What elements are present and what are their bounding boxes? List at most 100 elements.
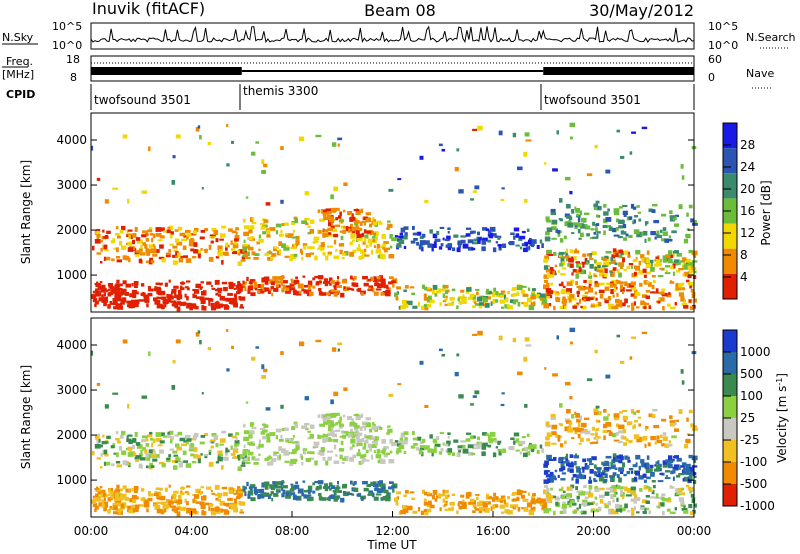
- power-cell: [656, 234, 663, 239]
- velocity-cell: [379, 480, 383, 485]
- velocity-cell: [571, 477, 574, 481]
- power-cell: [164, 303, 167, 308]
- velocity-cell: [594, 496, 598, 500]
- power-cell: [628, 234, 633, 238]
- velocity-cell: [193, 454, 199, 459]
- velocity-cell: [246, 481, 249, 487]
- power-cell: [631, 131, 636, 134]
- velocity-cell: [559, 456, 565, 460]
- cpid-mode-3: twofsound 3501: [544, 93, 641, 107]
- power-cell: [640, 254, 645, 259]
- velocity-cell: [613, 492, 617, 498]
- power-cell: [645, 290, 650, 293]
- freq-label-line1: Freq.: [6, 55, 33, 68]
- velocity-cell: [559, 468, 564, 472]
- velocity-cell: [211, 433, 217, 437]
- power-cell: [169, 243, 174, 246]
- power-cell: [519, 246, 523, 250]
- power-cell: [242, 280, 245, 285]
- velocity-cell: [300, 455, 304, 460]
- power-cell: [622, 231, 627, 235]
- power-cell: [320, 247, 325, 251]
- velocity-cell: [486, 493, 489, 498]
- velocity-cell: [119, 508, 122, 513]
- velocity-cell: [580, 429, 586, 434]
- velocity-cell: [132, 498, 137, 504]
- power-cell: [668, 292, 671, 295]
- velocity-cell: [640, 459, 645, 464]
- power-cell: [452, 247, 456, 252]
- power-cell: [96, 177, 101, 181]
- power-cell: [662, 255, 667, 260]
- velocity-cell: [559, 423, 563, 427]
- velocity-cell: [481, 451, 486, 457]
- power-cell: [557, 269, 560, 273]
- velocity-cell: [290, 492, 296, 495]
- velocity-cell: [530, 499, 536, 505]
- power-cell: [127, 229, 133, 232]
- power-cell: [248, 281, 253, 285]
- velocity-cell: [396, 496, 400, 500]
- velocity-cell: [158, 487, 163, 490]
- cpid-mode-2: themis 3300: [243, 84, 318, 98]
- power-cell: [337, 285, 342, 288]
- velocity-cell: [223, 510, 229, 515]
- power-cell: [497, 244, 503, 247]
- power-cell: [635, 265, 640, 271]
- velocity-cell: [482, 442, 488, 447]
- velocity-cell: [133, 486, 139, 491]
- velocity-cell: [672, 466, 679, 471]
- power-cell: [278, 241, 282, 246]
- power-cell: [465, 227, 472, 230]
- velocity-cell: [324, 437, 329, 442]
- velocity-cell: [674, 464, 680, 468]
- velocity-cell: [263, 424, 269, 428]
- power-cell: [152, 243, 155, 248]
- velocity-cell: [152, 458, 158, 462]
- velocity-cell: [147, 497, 153, 502]
- freq-left-tick-bottom: 8: [70, 71, 77, 84]
- velocity-cell: [482, 502, 487, 506]
- power-cell: [648, 284, 654, 287]
- power-cell: [182, 245, 187, 250]
- power-cell: [563, 256, 570, 259]
- velocity-cell: [167, 431, 170, 435]
- velocity-cell: [447, 507, 454, 511]
- power-cell: [470, 198, 474, 201]
- power-cell: [115, 226, 119, 230]
- velocity-cell: [185, 434, 191, 438]
- power-cell: [361, 253, 366, 256]
- power-cell: [389, 234, 393, 239]
- power-cell: [246, 276, 249, 282]
- power-cell: [531, 239, 537, 244]
- velocity-cell: [650, 471, 655, 477]
- power-cell: [287, 233, 294, 237]
- velocity-cell: [428, 501, 431, 504]
- power-cell: [293, 253, 298, 257]
- velocity-cell: [285, 439, 289, 443]
- power-cell: [602, 265, 608, 268]
- power-cell: [347, 211, 353, 216]
- velocity-cell: [116, 484, 120, 489]
- velocity-cell: [175, 339, 181, 344]
- power-cell: [593, 273, 596, 276]
- power-cell: [199, 286, 202, 290]
- velocity-cell: [375, 493, 382, 496]
- velocity-cell: [674, 507, 677, 511]
- velocity-cell: [662, 464, 668, 468]
- power-cell: [568, 216, 573, 221]
- power-cell: [261, 277, 266, 283]
- power-cell: [603, 230, 606, 236]
- power-cell: [363, 216, 368, 221]
- power-cell: [217, 294, 221, 297]
- power-cell: [552, 168, 558, 172]
- power-cell: [569, 283, 573, 286]
- velocity-cell: [385, 494, 391, 500]
- velocity-cell: [150, 465, 155, 468]
- power-cell: [342, 279, 347, 284]
- power-cell: [447, 302, 454, 306]
- power-cell: [333, 239, 337, 245]
- power-cell: [373, 219, 376, 223]
- power-cell: [500, 198, 505, 202]
- power-cell: [278, 249, 281, 255]
